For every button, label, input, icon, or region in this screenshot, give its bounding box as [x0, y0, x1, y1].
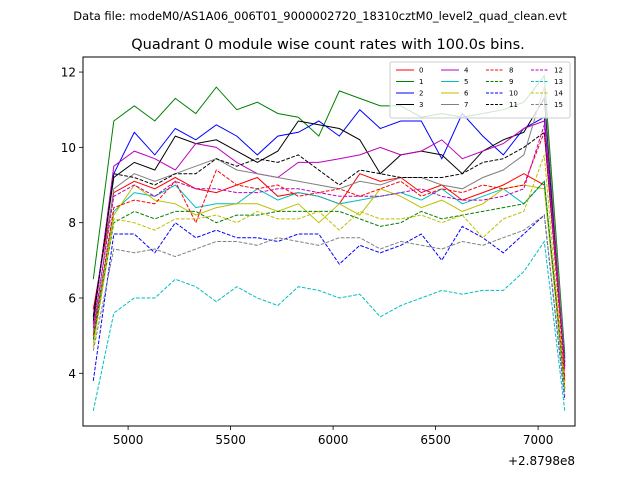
series-line-11 [92, 131, 566, 366]
y-tick-label-10: 10 [61, 141, 76, 155]
legend-label-2: 2 [419, 90, 423, 98]
legend-label-14: 14 [554, 90, 563, 98]
legend-box [389, 61, 571, 119]
x-tick-label-6500: 6500 [420, 433, 451, 447]
legend-label-4: 4 [464, 67, 469, 75]
legend-label-7: 7 [464, 101, 468, 109]
y-tick-label-12: 12 [61, 66, 76, 80]
series-line-7 [92, 86, 566, 363]
series-layer [92, 74, 566, 412]
series-line-9 [92, 180, 566, 389]
legend-label-13: 13 [554, 78, 563, 86]
y-tick-label-8: 8 [68, 216, 76, 230]
x-axis: 5000 5500 6000 6500 7000 [113, 426, 554, 447]
suptitle: Data file: modeM0/AS1A06_006T01_90000027… [73, 9, 567, 23]
chart-title: Quadrant 0 module wise count rates with … [131, 37, 525, 53]
series-line-14 [92, 154, 566, 389]
x-tick-label-5000: 5000 [113, 433, 144, 447]
legend-label-5: 5 [464, 78, 468, 86]
legend-label-3: 3 [419, 101, 423, 109]
legend-label-9: 9 [509, 78, 513, 86]
series-line-10 [92, 214, 566, 400]
series-line-2 [92, 108, 566, 359]
legend-label-11: 11 [509, 101, 518, 109]
x-tick-label-6000: 6000 [318, 433, 349, 447]
y-axis: 4 6 8 10 12 [61, 66, 83, 381]
series-line-12 [92, 124, 566, 370]
plot-frame [82, 56, 576, 427]
legend-label-12: 12 [554, 67, 563, 75]
series-line-5 [92, 180, 566, 393]
legend-label-10: 10 [509, 90, 518, 98]
series-line-13 [92, 240, 566, 412]
x-tick-label-7000: 7000 [523, 433, 554, 447]
y-tick-label-6: 6 [68, 291, 76, 305]
legend-label-8: 8 [509, 67, 513, 75]
series-line-4 [92, 120, 566, 366]
series-line-3 [92, 96, 566, 363]
series-line-6 [92, 184, 566, 389]
legend-label-0: 0 [419, 67, 423, 75]
x-tick-label-5500: 5500 [215, 433, 246, 447]
legend-label-15: 15 [554, 101, 563, 109]
legend-label-6: 6 [464, 90, 469, 98]
x-offset-label: +2.8798e8 [508, 454, 575, 468]
legend-label-1: 1 [419, 78, 423, 86]
series-line-15 [92, 214, 566, 396]
y-tick-label-4: 4 [68, 367, 76, 381]
series-line-8 [92, 132, 566, 378]
